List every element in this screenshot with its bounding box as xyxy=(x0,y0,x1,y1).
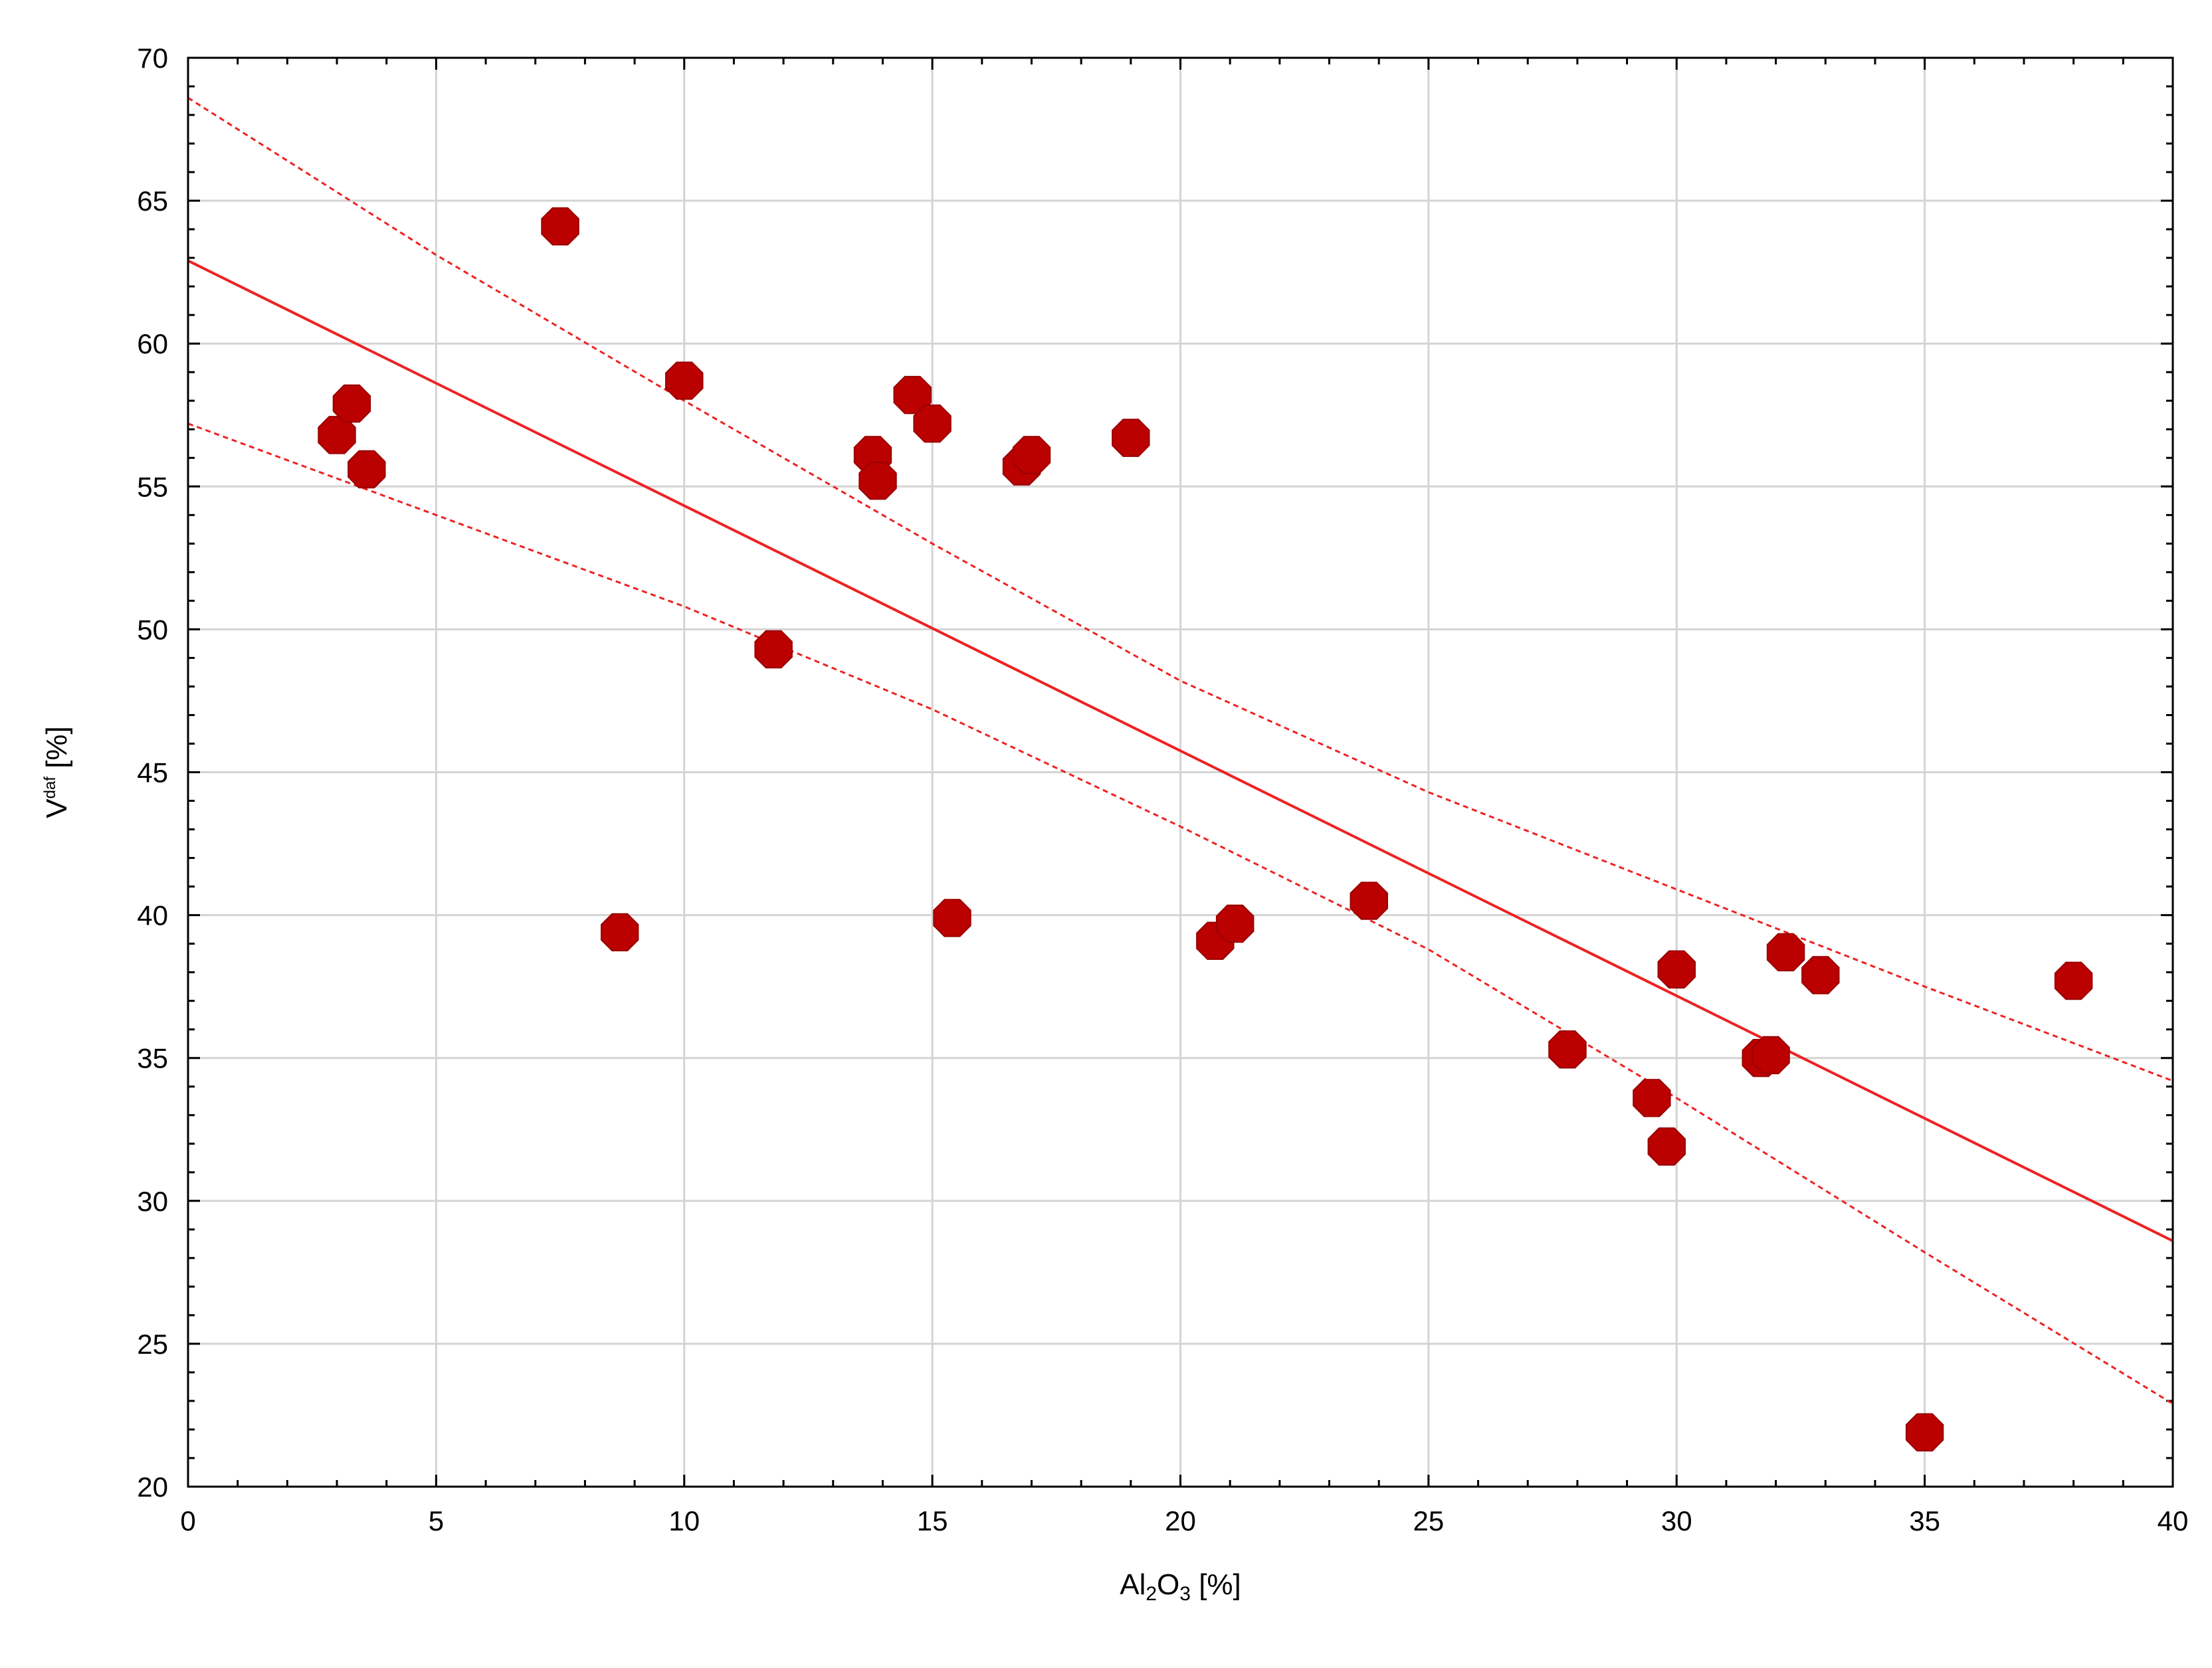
x-tick-label: 35 xyxy=(1909,1505,1940,1536)
y-tick-label: 20 xyxy=(137,1471,168,1503)
y-tick-label: 70 xyxy=(137,43,168,74)
confidence-bands xyxy=(187,96,2173,1405)
data-point xyxy=(2054,961,2093,1000)
data-point xyxy=(933,899,971,937)
axis-title-part: 3 xyxy=(1179,1583,1191,1605)
confidence-band-lower xyxy=(187,422,2173,1405)
data-point xyxy=(1548,1030,1587,1069)
data-point xyxy=(1647,1127,1686,1166)
data-point xyxy=(1657,950,1696,989)
data-point xyxy=(318,416,356,454)
x-tick-label: 30 xyxy=(1661,1505,1692,1536)
x-tick-label: 15 xyxy=(917,1505,948,1536)
data-point xyxy=(1752,1036,1790,1075)
axis-title-part: [%] xyxy=(41,726,73,777)
data-point xyxy=(601,913,639,952)
data-point xyxy=(754,630,793,669)
data-point xyxy=(913,404,952,443)
plot-frame xyxy=(187,56,2174,1488)
data-point xyxy=(348,450,386,489)
axis-title-part: 2 xyxy=(1146,1583,1157,1605)
y-tick-label: 40 xyxy=(137,900,168,931)
data-point xyxy=(1012,436,1051,474)
y-tick-label: 25 xyxy=(137,1329,168,1360)
axis-title-part: V xyxy=(41,798,73,818)
y-tick-label: 60 xyxy=(137,328,168,359)
y-tick-label: 45 xyxy=(137,757,168,788)
data-point xyxy=(1766,933,1805,972)
data-point xyxy=(332,384,371,423)
x-tick-label: 10 xyxy=(668,1505,700,1536)
data-point xyxy=(893,375,932,415)
axis-title-part: O xyxy=(1157,1568,1179,1601)
x-tick-label: 40 xyxy=(2158,1505,2189,1536)
x-tick-label: 5 xyxy=(429,1505,444,1536)
gridlines xyxy=(188,58,2173,1487)
data-points xyxy=(318,207,2093,1451)
x-tick-label: 0 xyxy=(180,1505,195,1536)
data-point xyxy=(1215,904,1255,943)
y-tick-label: 55 xyxy=(137,471,168,502)
minor-ticks xyxy=(187,56,2174,1488)
y-axis-title: Vdaf [%] xyxy=(41,726,73,818)
y-tick-labels: 20 25 30 35 40 45 50 55 60 65 70 xyxy=(137,43,168,1503)
x-tick-labels: 0 5 10 15 20 25 30 35 40 xyxy=(180,1505,2188,1536)
y-tick-label: 50 xyxy=(137,614,168,645)
regression-line xyxy=(187,259,2173,1242)
axis-title-part: [%] xyxy=(1191,1568,1241,1601)
x-tick-label: 20 xyxy=(1165,1505,1196,1536)
data-point xyxy=(1633,1079,1671,1117)
x-axis-title: Al2O3 [%] xyxy=(1120,1568,1241,1605)
data-point xyxy=(1350,881,1388,920)
axis-title-part: Al xyxy=(1120,1568,1146,1601)
axis-title-part: daf xyxy=(41,777,59,799)
y-tick-label: 30 xyxy=(137,1186,168,1217)
data-point xyxy=(1112,418,1150,457)
y-tick-label: 65 xyxy=(137,185,168,217)
x-tick-label: 25 xyxy=(1413,1505,1445,1536)
data-point xyxy=(1905,1413,1944,1451)
data-point xyxy=(541,207,579,246)
y-tick-label: 35 xyxy=(137,1043,168,1074)
data-point xyxy=(858,462,897,500)
regression-line-group xyxy=(187,259,2173,1242)
data-point xyxy=(665,361,704,400)
data-point xyxy=(1801,956,1840,994)
